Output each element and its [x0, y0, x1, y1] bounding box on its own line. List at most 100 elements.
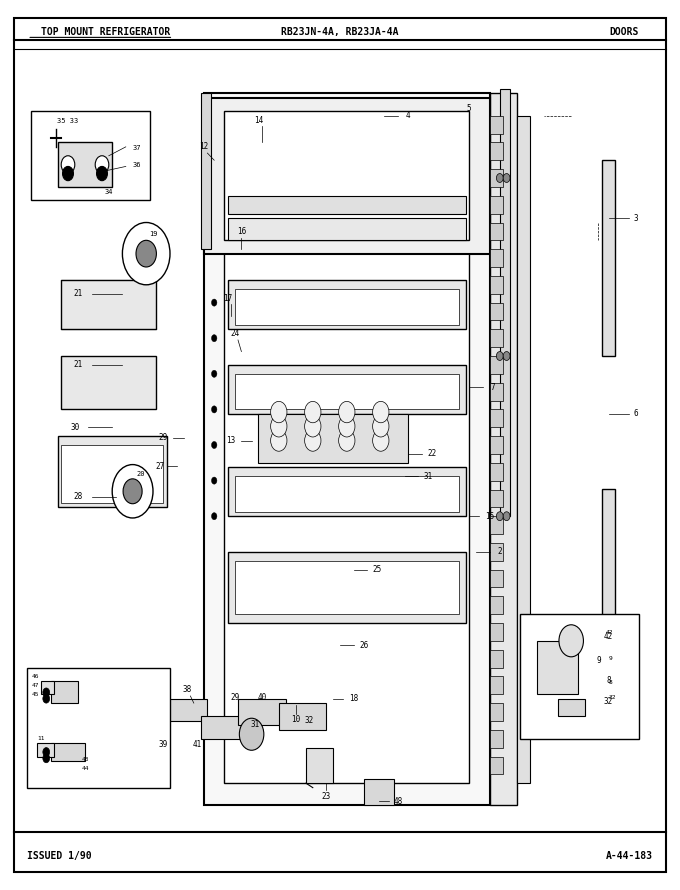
Text: 5: 5	[467, 104, 471, 113]
Bar	[235, 476, 459, 512]
Bar	[27, 668, 170, 788]
Bar	[235, 374, 459, 409]
Bar	[490, 490, 503, 507]
Bar	[31, 111, 150, 200]
Circle shape	[503, 352, 510, 360]
Circle shape	[305, 416, 321, 437]
Text: 28: 28	[73, 492, 83, 501]
Circle shape	[43, 754, 50, 763]
Text: 20: 20	[136, 471, 144, 477]
Text: 40: 40	[257, 693, 267, 702]
Bar	[490, 596, 503, 614]
Text: 26: 26	[359, 641, 369, 650]
Circle shape	[211, 406, 217, 413]
Bar	[201, 93, 211, 249]
Text: 42: 42	[605, 630, 613, 635]
Bar	[58, 142, 112, 187]
Bar	[258, 414, 408, 463]
Text: 23: 23	[322, 792, 331, 801]
Bar	[279, 703, 326, 730]
Circle shape	[211, 513, 217, 520]
Text: 8: 8	[607, 676, 611, 685]
Text: 6: 6	[634, 409, 638, 418]
Text: 25: 25	[373, 565, 382, 574]
Bar	[201, 716, 255, 739]
Text: 32: 32	[305, 716, 314, 725]
Bar	[558, 699, 585, 716]
Text: 10: 10	[291, 715, 301, 724]
Circle shape	[339, 416, 355, 437]
Bar	[490, 650, 503, 668]
Bar	[61, 280, 156, 329]
Circle shape	[63, 166, 73, 181]
Bar	[224, 111, 469, 240]
Text: 48: 48	[393, 797, 403, 805]
Circle shape	[305, 401, 321, 423]
Circle shape	[503, 512, 510, 521]
Bar	[235, 289, 459, 325]
Text: 42: 42	[604, 632, 613, 641]
Circle shape	[211, 299, 217, 306]
Circle shape	[305, 430, 321, 451]
Text: 2: 2	[498, 547, 502, 556]
Bar	[490, 303, 503, 320]
Circle shape	[123, 479, 142, 504]
Bar	[228, 467, 466, 516]
Bar	[490, 516, 503, 534]
Bar	[602, 490, 615, 641]
Text: 43: 43	[82, 757, 89, 762]
Text: 29: 29	[158, 433, 168, 442]
Circle shape	[271, 416, 287, 437]
Circle shape	[61, 156, 75, 174]
Text: 46: 46	[31, 675, 39, 679]
Circle shape	[122, 222, 170, 285]
Text: 30: 30	[70, 423, 80, 432]
Text: 4: 4	[406, 111, 410, 120]
Circle shape	[211, 335, 217, 342]
Text: 39: 39	[158, 740, 168, 749]
Bar	[306, 748, 333, 783]
Bar	[602, 160, 615, 356]
Bar	[37, 743, 54, 756]
Text: DOORS: DOORS	[610, 27, 639, 37]
Text: 21: 21	[73, 360, 83, 369]
Bar	[490, 436, 503, 454]
Text: 21: 21	[73, 289, 83, 298]
Bar	[490, 142, 503, 160]
Text: 17: 17	[223, 294, 233, 303]
Bar	[490, 222, 503, 240]
Circle shape	[559, 625, 583, 657]
Text: 11: 11	[37, 737, 45, 741]
Bar	[490, 116, 503, 134]
Text: 31: 31	[250, 720, 260, 729]
Text: 14: 14	[254, 116, 263, 125]
Bar	[490, 196, 503, 214]
Text: 9: 9	[609, 657, 613, 661]
Circle shape	[211, 441, 217, 449]
Bar	[537, 641, 578, 694]
Bar	[51, 743, 85, 761]
Text: 32: 32	[609, 695, 616, 700]
Bar	[224, 125, 469, 783]
Circle shape	[43, 748, 50, 756]
Circle shape	[496, 352, 503, 360]
Circle shape	[339, 430, 355, 451]
Text: 36: 36	[133, 162, 141, 168]
Circle shape	[373, 401, 389, 423]
Text: TOP MOUNT REFRIGERATOR: TOP MOUNT REFRIGERATOR	[41, 27, 170, 37]
Text: 45: 45	[31, 692, 39, 697]
Circle shape	[211, 370, 217, 377]
Bar	[490, 570, 503, 587]
Text: 16: 16	[237, 227, 246, 236]
Text: ISSUED 1/90: ISSUED 1/90	[27, 851, 92, 862]
Circle shape	[43, 688, 50, 697]
Bar	[490, 93, 517, 805]
Bar	[490, 543, 503, 561]
Bar	[490, 703, 503, 721]
Bar	[490, 756, 503, 774]
Bar	[520, 614, 639, 739]
Text: 24: 24	[230, 329, 239, 338]
Text: 22: 22	[427, 449, 437, 458]
Bar	[41, 681, 54, 694]
Text: 13: 13	[226, 436, 236, 445]
